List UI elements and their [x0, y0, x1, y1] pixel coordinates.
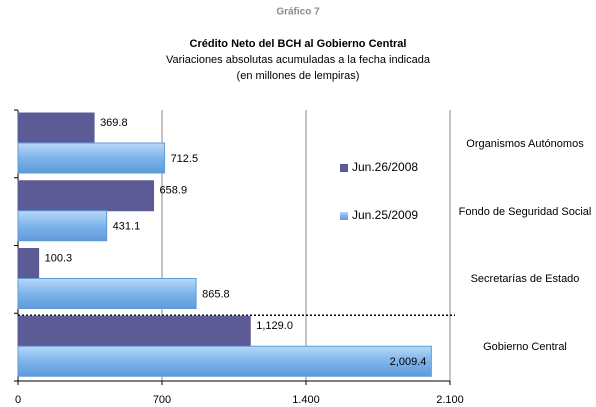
x-tick-label: 2.100 — [436, 394, 464, 406]
value-label: 865.8 — [202, 288, 230, 300]
bar — [17, 345, 432, 377]
value-label: 369.8 — [100, 117, 128, 129]
subtitle: Variaciones absolutas acumuladas a la fe… — [166, 54, 431, 66]
subtitle: (en millones de lempiras) — [237, 70, 360, 82]
category-label: Gobierno Central — [483, 341, 567, 354]
value-label: 658.9 — [160, 185, 188, 197]
x-tick-label: 1.400 — [292, 394, 320, 406]
x-tick-label: 700 — [153, 394, 171, 406]
bar — [17, 142, 166, 174]
value-label: 100.3 — [45, 252, 73, 264]
x-tick-label: 0 — [15, 394, 21, 406]
legend-label: Jun.25/2009 — [352, 208, 418, 222]
bar — [17, 112, 95, 144]
bar — [17, 180, 155, 212]
bar — [17, 278, 197, 309]
bar — [17, 315, 251, 347]
value-label: 1,129.0 — [256, 320, 293, 332]
legend-label: Jun.26/2008 — [352, 160, 418, 174]
category-label: Secretarías de Estado — [470, 273, 580, 286]
value-label: 2,009.4 — [390, 356, 427, 368]
legend-swatch — [340, 164, 348, 172]
category-label: Fondo de Seguridad Social — [458, 205, 592, 218]
value-label: 431.1 — [113, 221, 141, 233]
chart-title: Crédito Neto del BCH al Gobierno Central — [190, 38, 407, 50]
bar — [17, 248, 40, 279]
bar — [17, 210, 108, 242]
value-label: 712.5 — [171, 153, 199, 165]
figure-label: Gráfico 7 — [276, 7, 320, 18]
category-label: Organismos Autónomos — [466, 137, 584, 150]
legend-swatch — [340, 212, 348, 220]
